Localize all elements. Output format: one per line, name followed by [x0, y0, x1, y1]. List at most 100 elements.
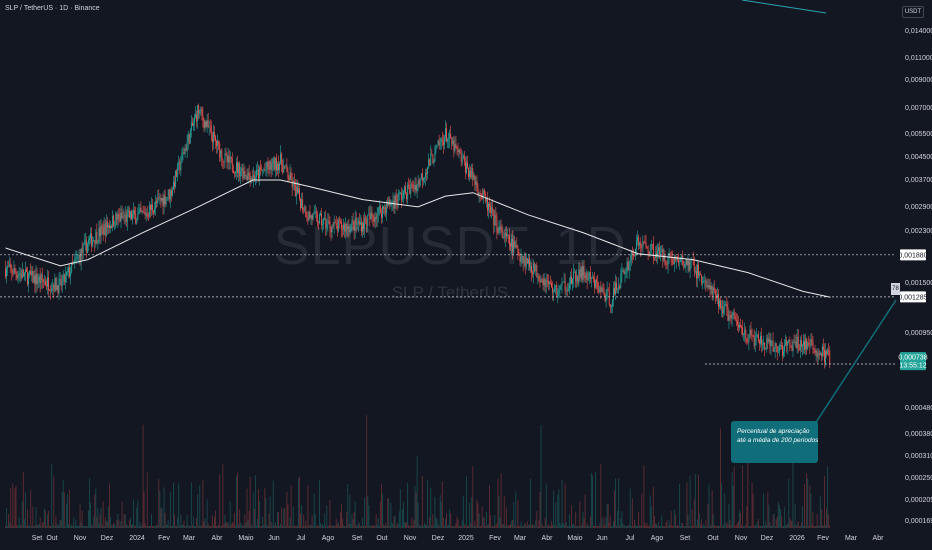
- volume-bar: [261, 525, 263, 528]
- candle-body: [703, 280, 705, 282]
- candle-body: [487, 198, 488, 211]
- candle-body: [10, 263, 12, 268]
- volume-bar: [810, 493, 812, 528]
- volume-bar: [614, 490, 615, 528]
- volume-bar: [775, 519, 777, 528]
- trend-line[interactable]: [741, 0, 827, 14]
- volume-bar: [239, 509, 241, 528]
- volume-bar: [718, 525, 719, 528]
- candle-body: [16, 274, 18, 278]
- x-tick-label: Out: [46, 535, 57, 542]
- volume-bar: [510, 524, 511, 528]
- candle-body: [443, 137, 445, 146]
- volume-bar: [763, 493, 765, 528]
- volume-bar: [238, 524, 240, 528]
- candle-body: [238, 163, 240, 173]
- volume-bar: [59, 520, 61, 528]
- candle-body: [659, 247, 661, 255]
- volume-bar: [61, 492, 63, 528]
- candle-body: [640, 242, 642, 248]
- candle-body: [424, 177, 425, 179]
- currency-button[interactable]: USDT: [902, 6, 924, 18]
- candle-body: [551, 283, 552, 288]
- candle-body: [808, 342, 810, 345]
- candle-body: [679, 262, 681, 263]
- time-axis[interactable]: Set Out Nov Dez 2024 Fev Mar Abr Maio Jun Jul Ago Se…: [32, 535, 884, 542]
- volume-bar: [9, 522, 11, 528]
- volume-bar: [600, 463, 602, 528]
- volume-bar: [312, 525, 314, 528]
- volume-bar: [573, 523, 574, 528]
- volume-bar: [372, 524, 374, 528]
- candle-body: [782, 345, 783, 356]
- volume-bar: [392, 524, 394, 528]
- candle-body: [42, 279, 44, 282]
- candle-body: [420, 173, 422, 180]
- volume-bar: [268, 513, 270, 528]
- volume-bar: [15, 485, 17, 528]
- candle-body: [624, 272, 626, 275]
- candle-body: [480, 193, 482, 194]
- candle-body: [509, 235, 510, 245]
- candle-body: [31, 270, 33, 276]
- volume-bar: [167, 520, 169, 528]
- symbol-title[interactable]: SLP / TetherUS · 1D · Binance: [5, 5, 100, 12]
- volume-bar: [471, 496, 473, 528]
- candle-body: [40, 274, 42, 284]
- volume-bar: [105, 520, 107, 528]
- volume-bar: [286, 491, 288, 528]
- volume-bar: [467, 525, 468, 528]
- volume-bar: [724, 493, 726, 528]
- candle-body: [478, 192, 480, 195]
- candle-body: [477, 188, 479, 195]
- candle-body: [553, 291, 555, 293]
- volume-bar: [309, 524, 311, 528]
- volume-bar: [766, 525, 768, 528]
- candle-body: [736, 320, 738, 325]
- candle-body: [180, 162, 182, 171]
- candle-body: [106, 221, 108, 228]
- y-tick-label: 0,000169: [905, 518, 932, 525]
- candle-body: [370, 212, 372, 220]
- candle-body: [257, 169, 258, 171]
- candle-body: [182, 152, 184, 154]
- x-tick-label: Fev: [489, 535, 501, 542]
- candle-body: [37, 281, 39, 284]
- volume-bar: [807, 478, 809, 528]
- annotation-callout[interactable]: Percentual de apreciação até a média de …: [731, 421, 818, 463]
- volume-bar: [40, 525, 42, 528]
- volume-bar: [421, 475, 423, 528]
- volume-bar: [172, 526, 173, 528]
- volume-bar: [443, 525, 445, 528]
- volume-bar: [615, 478, 616, 528]
- volume-bar: [275, 526, 277, 528]
- volume-bar: [193, 516, 194, 528]
- candle-body: [702, 281, 704, 284]
- volume-bar: [293, 525, 295, 528]
- volume-bar: [8, 513, 10, 528]
- ma-200-line[interactable]: [5, 179, 831, 298]
- candle-body: [489, 203, 490, 207]
- volume-bar: [315, 525, 317, 528]
- candle-body: [181, 152, 183, 163]
- volume-bar: [145, 525, 147, 528]
- candle-body: [240, 171, 242, 177]
- volume-bar: [101, 525, 103, 528]
- candle-body: [594, 279, 595, 288]
- candle-body: [356, 223, 358, 225]
- volume-bar: [262, 517, 264, 528]
- candle-body: [437, 140, 439, 146]
- candle-body: [263, 169, 265, 171]
- candle-body: [398, 192, 400, 194]
- callout-pointer[interactable]: [810, 299, 897, 431]
- candle-body: [7, 266, 9, 269]
- candle-body: [779, 345, 781, 347]
- volume-bar: [541, 524, 543, 528]
- candle-body: [653, 257, 655, 258]
- candle-body: [788, 339, 790, 342]
- price-axis[interactable]: 0,0140000,0110000,0090000,0070000,005500…: [905, 28, 932, 525]
- volume-bar: [127, 525, 129, 528]
- volume-bar: [412, 525, 414, 528]
- candle-body: [305, 206, 307, 218]
